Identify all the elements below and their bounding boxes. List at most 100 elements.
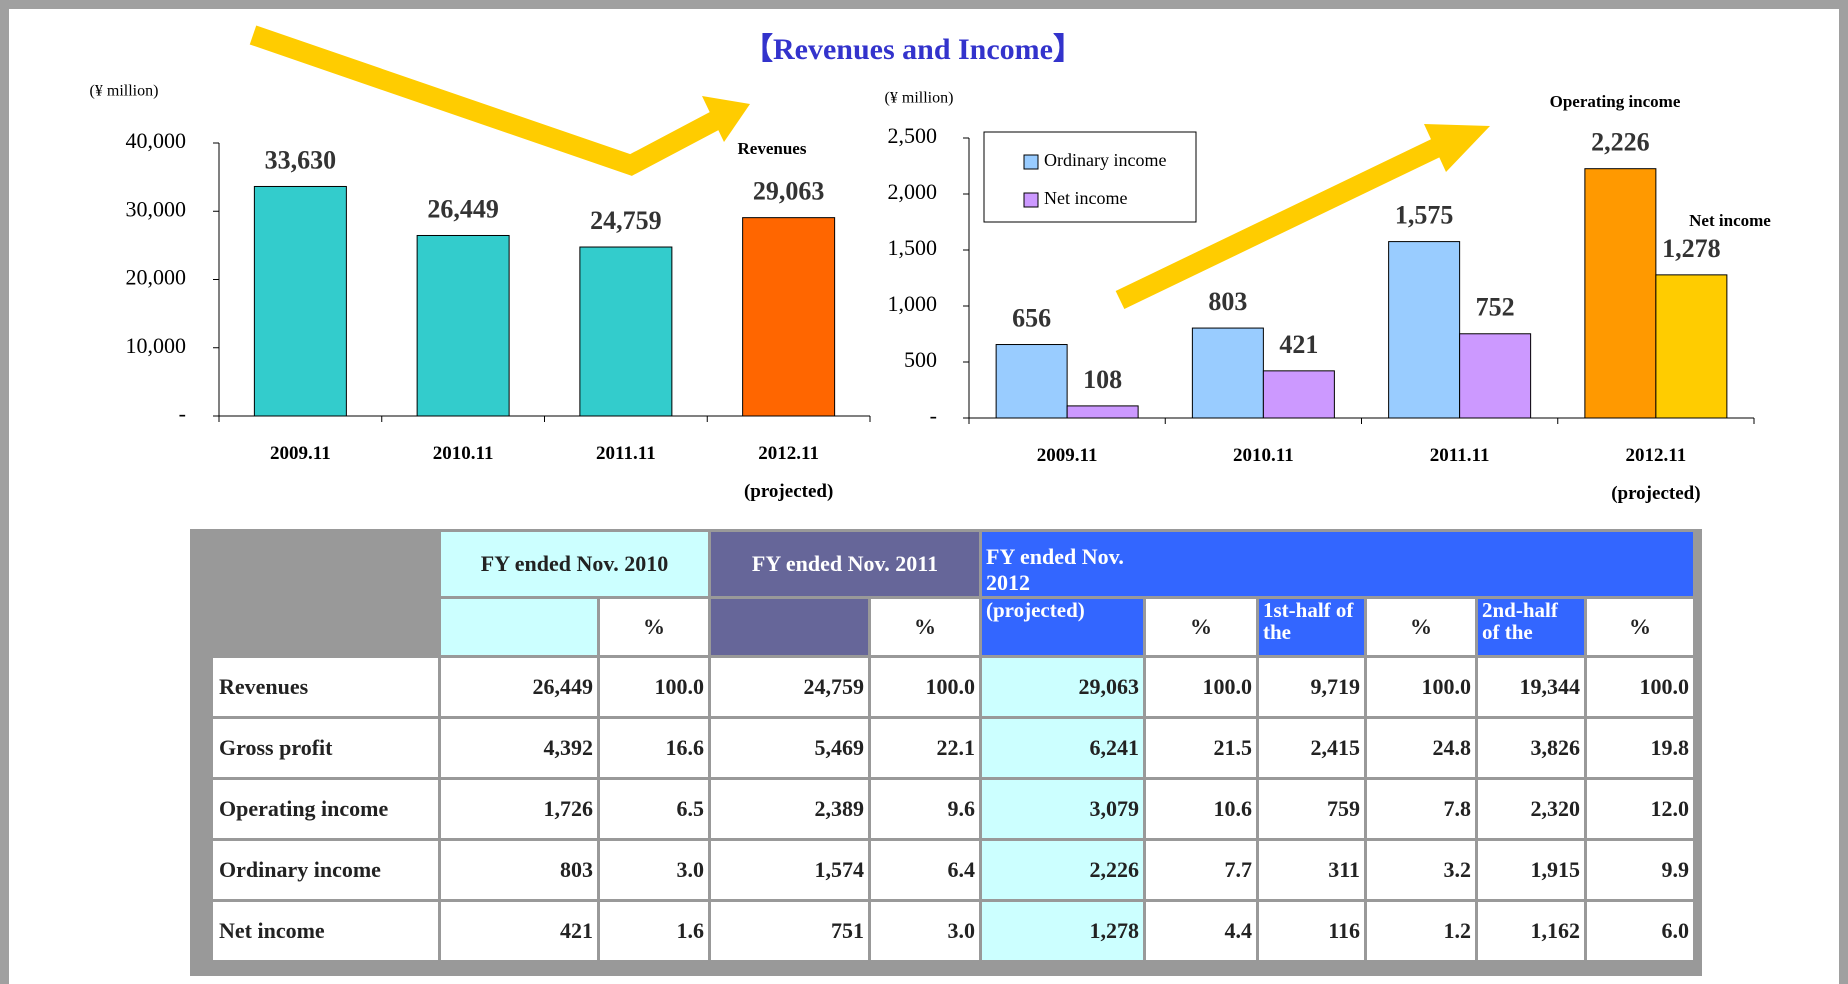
value-cell: 21.5 (1146, 719, 1256, 777)
y-tick-label: 40,000 (126, 128, 187, 153)
value-cell: 751 (711, 902, 868, 960)
value-cell: 116 (1259, 902, 1364, 960)
percent-header: % (1587, 599, 1693, 655)
y-tick-label: - (179, 401, 186, 426)
value-label: 1,278 (1662, 234, 1721, 263)
value-cell: 9.6 (871, 780, 979, 838)
y-tick-label: 500 (904, 347, 937, 372)
value-cell: 10.6 (1146, 780, 1256, 838)
group-header: FY ended Nov. 2010 (441, 532, 708, 596)
value-cell: 3.0 (600, 841, 708, 899)
value-cell: 803 (441, 841, 597, 899)
table-panel: FY ended Nov. 2010 FY ended Nov. 2011 FY… (190, 529, 1702, 976)
x-tick-label: 2012.11 (projected) (1611, 445, 1700, 504)
value-cell: 3.0 (871, 902, 979, 960)
bar (1262, 370, 1335, 419)
bar (1459, 333, 1532, 419)
row-label: Revenues (213, 658, 438, 716)
value-label: 24,759 (590, 206, 662, 235)
y-tick-label: 1,000 (888, 291, 938, 316)
value-cell: 2,320 (1478, 780, 1584, 838)
value-cell: 1.2 (1367, 902, 1475, 960)
value-cell: 100.0 (871, 658, 979, 716)
group-header: FY ended Nov. 2012 (982, 532, 1693, 596)
value-label: 1,575 (1395, 201, 1454, 230)
legend-swatch (1023, 192, 1039, 208)
arrow-head (1424, 124, 1490, 172)
value-cell: 6.5 (600, 780, 708, 838)
value-cell: 2,415 (1259, 719, 1364, 777)
x-tick-label: 2010.11 (433, 443, 494, 464)
value-cell: 759 (1259, 780, 1364, 838)
value-cell: 12.0 (1587, 780, 1693, 838)
value-label: 421 (1279, 330, 1318, 359)
charts: 【Revenues and Income】 (¥ million) - 10,000… (90, 25, 1771, 504)
legend-label: Ordinary income (1044, 150, 1166, 170)
y-tick-label: 2,000 (888, 179, 938, 204)
value-cell: 3.2 (1367, 841, 1475, 899)
value-cell: 1,162 (1478, 902, 1584, 960)
value-cell: 7.8 (1367, 780, 1475, 838)
value-cell: 6,241 (982, 719, 1143, 777)
row-label: Ordinary income (213, 841, 438, 899)
y-tick-label: - (930, 403, 937, 428)
value-cell: 19.8 (1587, 719, 1693, 777)
bar (1066, 405, 1139, 419)
value-cell: 4,392 (441, 719, 597, 777)
bar (579, 246, 673, 417)
bar (253, 185, 347, 417)
value-cell: 19,344 (1478, 658, 1584, 716)
value-cell: 1.6 (600, 902, 708, 960)
value-cell: 2,226 (982, 841, 1143, 899)
value-cell: 100.0 (600, 658, 708, 716)
bar (995, 344, 1068, 419)
slide-title: 【Revenues and Income】 (743, 33, 1083, 66)
value-label: 26,449 (427, 194, 499, 223)
value-cell: 1,726 (441, 780, 597, 838)
x-tick-label: 2010.11 (1233, 445, 1294, 466)
x-tick-label: 2009.11 (1037, 445, 1098, 466)
value-label: 2,226 (1591, 128, 1650, 157)
header-cell (711, 599, 868, 655)
value-cell: 5,469 (711, 719, 868, 777)
table-row: Operating income 1,726 6.5 2,389 9.6 3,079 10.… (213, 780, 1693, 838)
value-cell: 1,574 (711, 841, 868, 899)
group-header-text: FY ended Nov. 2012 (986, 544, 1124, 595)
value-cell: 1,915 (1478, 841, 1584, 899)
value-cell: 24,759 (711, 658, 868, 716)
x-tick-label: 2009.11 (270, 443, 331, 464)
value-cell: 100.0 (1587, 658, 1693, 716)
x-tick-label: 2012.11 (projected) (744, 443, 833, 502)
value-cell: 100.0 (1367, 658, 1475, 716)
value-label: 803 (1208, 287, 1247, 316)
value-cell: 9.9 (1587, 841, 1693, 899)
value-cell: 1,278 (982, 902, 1143, 960)
value-cell: 24.8 (1367, 719, 1475, 777)
value-label: 656 (1012, 303, 1051, 332)
value-cell: 4.4 (1146, 902, 1256, 960)
percent-header: % (871, 599, 979, 655)
row-label: Operating income (213, 780, 438, 838)
table-row: Revenues 26,449 100.0 24,759 100.0 29,063 100.… (213, 658, 1693, 716)
bar (1584, 168, 1657, 419)
row-label: Net income (213, 902, 438, 960)
value-cell: 3,826 (1478, 719, 1584, 777)
bar (416, 234, 510, 417)
bar (742, 217, 836, 417)
arrow-head (702, 96, 750, 142)
value-label: 108 (1083, 365, 1122, 394)
value-label: 33,630 (265, 145, 337, 174)
value-cell: 7.7 (1146, 841, 1256, 899)
value-cell: 9,719 (1259, 658, 1364, 716)
value-cell: 16.6 (600, 719, 708, 777)
table-row: Net income 421 1.6 751 3.0 1,278 4.4 116 1.2 1,16… (213, 902, 1693, 960)
legend-swatch (1023, 154, 1039, 170)
table-row: Gross profit 4,392 16.6 5,469 22.1 6,241 21.5 2… (213, 719, 1693, 777)
percent-header: % (1367, 599, 1475, 655)
value-cell: 26,449 (441, 658, 597, 716)
y-tick-label: 20,000 (126, 265, 187, 290)
bar (1655, 274, 1728, 419)
group-header: FY ended Nov. 2011 (711, 532, 979, 596)
value-cell: 29,063 (982, 658, 1143, 716)
